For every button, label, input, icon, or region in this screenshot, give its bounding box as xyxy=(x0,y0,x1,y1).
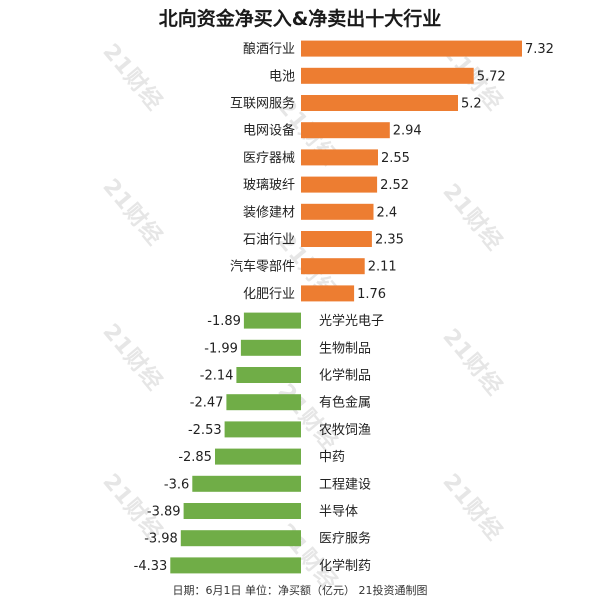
category-label: 化学制药 xyxy=(319,558,371,574)
data-label: 2.4 xyxy=(376,205,397,220)
category-label: 医疗服务 xyxy=(319,531,371,547)
bar xyxy=(180,530,301,547)
bar xyxy=(301,95,458,111)
data-label: -1.99 xyxy=(204,341,238,356)
data-label: 2.55 xyxy=(381,151,410,166)
data-label: -2.85 xyxy=(178,450,212,465)
bar xyxy=(301,231,372,247)
category-label: 化学制品 xyxy=(319,368,371,384)
bar xyxy=(183,503,301,519)
bar xyxy=(243,312,301,329)
data-label: -2.47 xyxy=(190,396,224,411)
category-label: 电网设备 xyxy=(243,123,295,139)
bar xyxy=(301,40,522,57)
category-label: 农牧饲渔 xyxy=(319,423,371,438)
bar xyxy=(240,339,301,356)
category-label: 半导体 xyxy=(319,505,358,520)
data-label: -4.33 xyxy=(134,559,168,574)
bar xyxy=(226,394,301,411)
category-label: 汽车零部件 xyxy=(230,259,295,275)
data-label: 5.2 xyxy=(461,97,482,112)
bar xyxy=(301,122,390,139)
data-label: 5.72 xyxy=(477,69,506,84)
data-label: 7.32 xyxy=(525,42,554,57)
chart-title: 北向资金净买入&净卖出十大行业 xyxy=(158,8,442,30)
bar xyxy=(224,421,301,438)
category-label: 医疗器械 xyxy=(243,151,295,166)
bar xyxy=(301,203,374,220)
category-label: 有色金属 xyxy=(319,395,371,411)
category-label: 化肥行业 xyxy=(243,287,295,302)
chart-footer: 日期：6月1日 单位：净买额（亿元） 21投资通制图 xyxy=(172,584,428,597)
data-label: -3.98 xyxy=(144,532,178,547)
category-label: 工程建设 xyxy=(319,477,371,492)
data-label: -2.14 xyxy=(200,369,234,384)
data-label: 2.94 xyxy=(393,124,422,139)
bar xyxy=(301,176,378,193)
category-label: 石油行业 xyxy=(243,233,295,248)
bar xyxy=(170,557,301,574)
bar xyxy=(301,285,355,302)
category-label: 酿酒行业 xyxy=(243,41,295,57)
bar xyxy=(301,258,365,275)
category-label: 互联网服务 xyxy=(230,96,295,112)
bar xyxy=(215,448,301,465)
data-label: 2.52 xyxy=(380,178,409,193)
category-label: 生物制品 xyxy=(319,341,371,356)
data-label: 1.76 xyxy=(357,287,386,302)
category-label: 玻璃玻纤 xyxy=(243,178,295,193)
data-label: 2.11 xyxy=(368,260,397,275)
category-label: 中药 xyxy=(319,450,345,465)
data-label: -3.89 xyxy=(147,505,181,520)
category-label: 光学光电子 xyxy=(319,313,384,329)
category-label: 装修建材 xyxy=(243,205,295,220)
bar xyxy=(301,149,378,166)
data-label: -3.6 xyxy=(164,477,189,492)
bar xyxy=(192,475,301,492)
data-label: 2.35 xyxy=(375,233,404,248)
bar xyxy=(236,367,301,383)
data-label: -1.89 xyxy=(207,314,241,329)
bar xyxy=(301,67,474,84)
category-label: 电池 xyxy=(269,69,295,84)
data-label: -2.53 xyxy=(188,423,222,438)
